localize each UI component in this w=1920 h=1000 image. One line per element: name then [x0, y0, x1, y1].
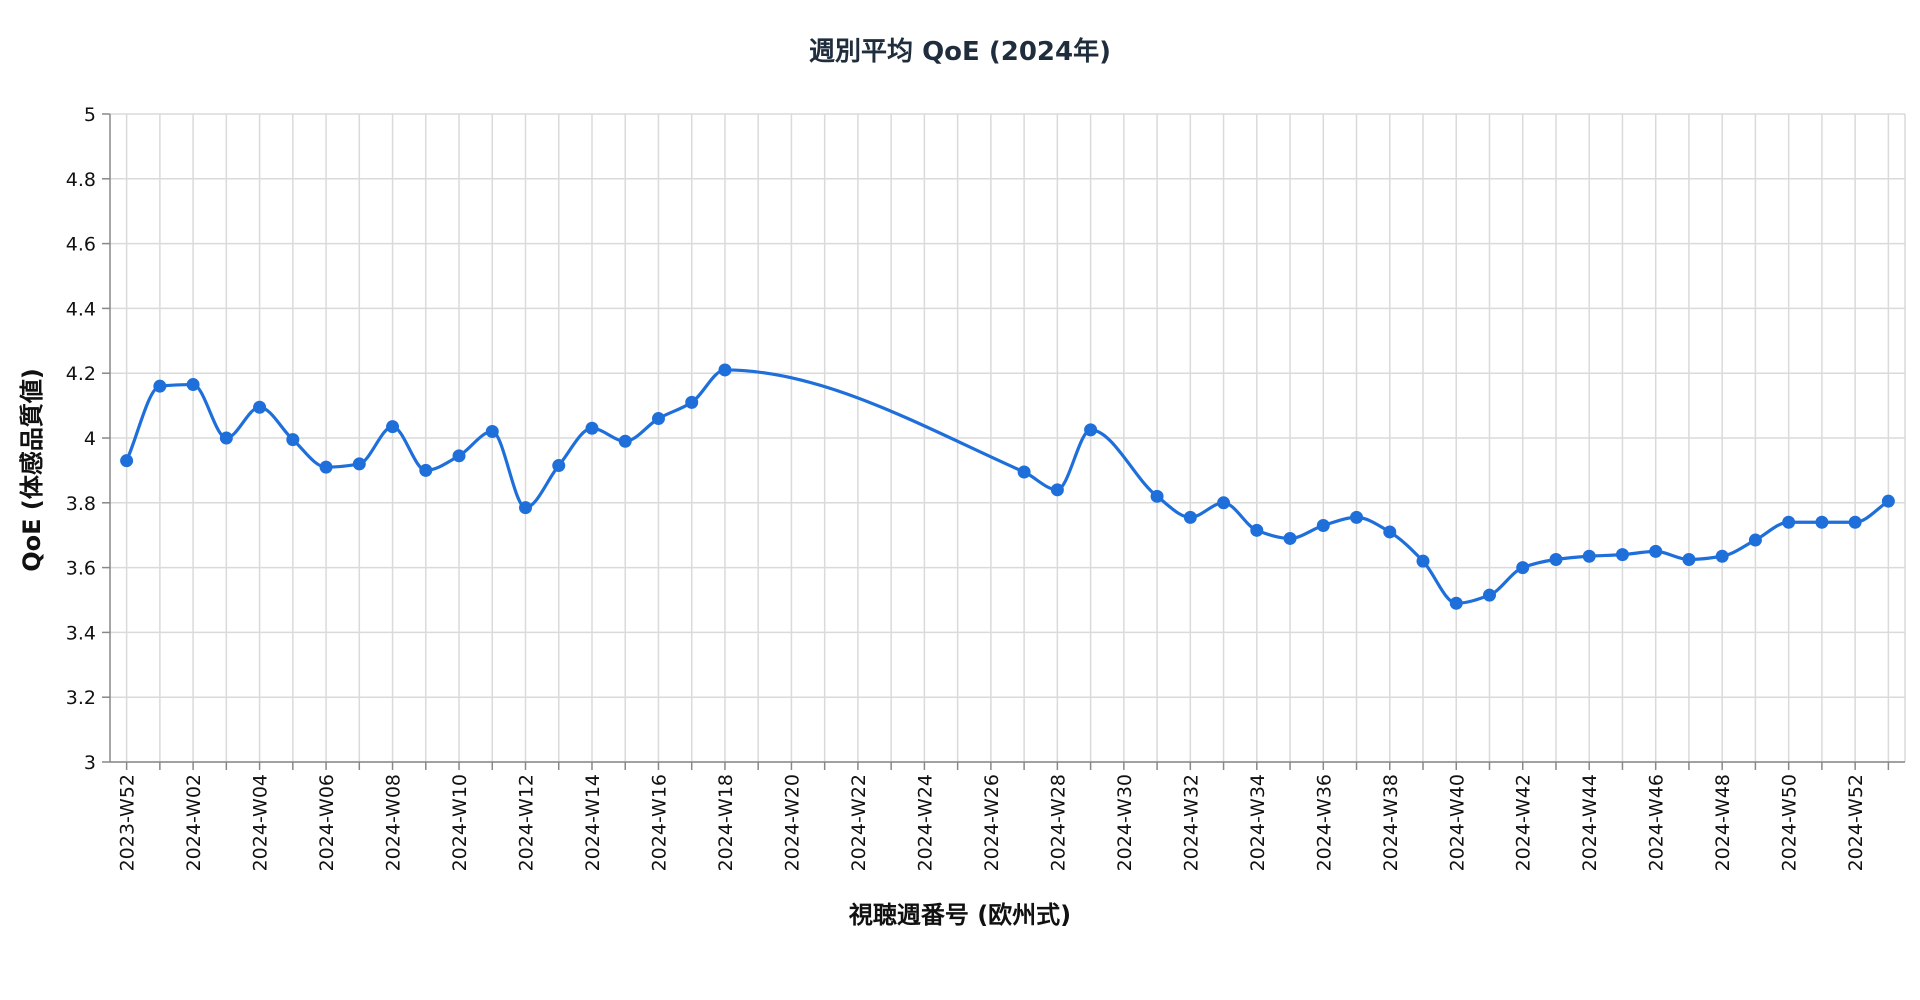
data-point[interactable] — [1615, 548, 1629, 562]
data-point[interactable] — [186, 378, 200, 392]
x-tick-label: 2024-W52 — [1845, 774, 1867, 871]
grid — [110, 113, 1906, 763]
data-point[interactable] — [1682, 553, 1696, 566]
x-tick-label: 2024-W26 — [981, 774, 1003, 871]
x-tick-label: 2024-W16 — [648, 774, 670, 871]
data-point[interactable] — [585, 421, 599, 435]
x-tick-label: 2024-W24 — [914, 774, 936, 871]
data-point[interactable] — [1350, 510, 1364, 524]
data-point[interactable] — [1715, 549, 1729, 563]
x-tick-label: 2024-W14 — [582, 774, 604, 871]
x-tick-label: 2024-W30 — [1114, 774, 1136, 871]
x-tick-label: 2023-W52 — [117, 774, 139, 871]
data-point[interactable] — [386, 420, 400, 434]
data-point[interactable] — [1017, 465, 1031, 479]
x-tick-label: 2024-W10 — [449, 774, 471, 871]
x-tick-label: 2024-W44 — [1579, 774, 1601, 871]
data-point[interactable] — [685, 395, 699, 409]
data-point[interactable] — [552, 459, 566, 473]
data-point[interactable] — [1050, 483, 1064, 497]
data-point[interactable] — [618, 434, 632, 448]
data-point[interactable] — [1416, 554, 1430, 568]
y-tick-label: 4.2 — [66, 363, 96, 385]
x-tick-label: 2024-W42 — [1513, 774, 1535, 871]
data-point[interactable] — [519, 501, 533, 515]
axes: 3 3.2 3.4 3.6 3.8 4 4.2 4.4 4.6 4.8 5 2023-W52 2024-… — [66, 104, 1905, 871]
x-tick-label: 2024-W38 — [1380, 774, 1402, 871]
y-tick-label: 4.8 — [66, 169, 96, 191]
x-tick-label: 2024-W40 — [1446, 774, 1468, 871]
data-point[interactable] — [1150, 489, 1164, 503]
data-point[interactable] — [419, 463, 433, 477]
data-point[interactable] — [1482, 588, 1496, 602]
data-point[interactable] — [651, 412, 665, 426]
y-axis-title: QoE (体感品質値) — [18, 368, 46, 572]
data-point[interactable] — [1283, 531, 1297, 545]
data-point[interactable] — [219, 431, 233, 445]
chart-title: 週別平均 QoE (2024年) — [809, 36, 1111, 67]
data-point[interactable] — [1084, 423, 1098, 437]
x-tick-label: 2024-W32 — [1180, 774, 1202, 871]
y-tick-label: 3.2 — [66, 687, 96, 709]
data-point[interactable] — [120, 454, 134, 468]
data-point[interactable] — [1815, 515, 1829, 529]
data-point[interactable] — [153, 379, 167, 393]
x-tick-label: 2024-W34 — [1247, 774, 1269, 871]
data-point[interactable] — [452, 449, 466, 463]
data-point[interactable] — [485, 425, 499, 439]
y-tick-label: 5 — [84, 104, 96, 126]
x-tick-label: 2024-W46 — [1646, 774, 1668, 871]
x-tick-label: 2024-W08 — [383, 774, 405, 871]
y-tick-label: 4.4 — [66, 298, 96, 320]
data-point[interactable] — [1748, 533, 1762, 547]
data-point[interactable] — [1782, 515, 1796, 529]
data-point[interactable] — [352, 457, 366, 471]
data-point[interactable] — [1250, 523, 1264, 537]
data-point[interactable] — [319, 460, 333, 474]
x-tick-label: 2024-W06 — [316, 774, 338, 871]
y-tick-label: 3.6 — [66, 558, 96, 580]
y-tick-label: 3.4 — [66, 622, 96, 644]
data-point[interactable] — [253, 400, 267, 414]
y-tick-label: 3 — [84, 752, 96, 774]
data-point[interactable] — [1316, 518, 1330, 532]
y-tick-label: 4 — [84, 428, 96, 450]
data-point[interactable] — [1449, 596, 1463, 610]
x-tick-label: 2024-W50 — [1779, 774, 1801, 871]
x-tick-label: 2024-W22 — [848, 774, 870, 871]
series-layer — [120, 363, 1895, 610]
x-axis-title: 視聴週番号 (欧州式) — [848, 901, 1071, 929]
data-point[interactable] — [1516, 561, 1530, 575]
y-tick-label: 4.6 — [66, 234, 96, 256]
data-point[interactable] — [1217, 496, 1231, 510]
x-tick-label: 2024-W02 — [183, 774, 205, 871]
x-tick-label: 2024-W12 — [516, 774, 538, 871]
y-tick-label: 3.8 — [66, 493, 96, 515]
data-point[interactable] — [1848, 515, 1862, 529]
data-point[interactable] — [1649, 544, 1663, 558]
x-tick-label: 2024-W04 — [250, 774, 272, 871]
x-tick-label: 2024-W28 — [1047, 774, 1069, 871]
data-point[interactable] — [1183, 510, 1197, 524]
data-point[interactable] — [286, 433, 300, 447]
data-point[interactable] — [1383, 525, 1397, 539]
data-point[interactable] — [1549, 553, 1563, 566]
x-tick-label: 2024-W18 — [715, 774, 737, 871]
data-point[interactable] — [1582, 549, 1596, 563]
x-tick-label: 2024-W36 — [1313, 774, 1335, 871]
data-point[interactable] — [1881, 494, 1895, 508]
x-tick-label: 2024-W48 — [1712, 774, 1734, 871]
data-point[interactable] — [718, 363, 732, 377]
x-tick-label: 2024-W20 — [781, 774, 803, 871]
